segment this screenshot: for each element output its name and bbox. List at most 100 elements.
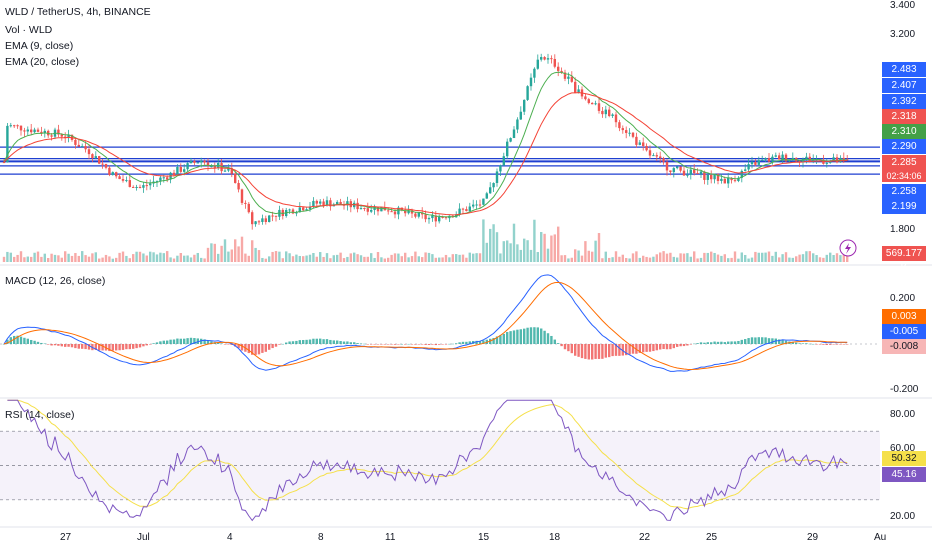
volume-bar — [118, 252, 121, 262]
candle-body — [761, 159, 764, 161]
candle-body — [842, 157, 845, 160]
candle-body — [373, 206, 376, 210]
volume-bar — [648, 257, 652, 262]
macd-hist-bar — [162, 340, 165, 344]
volume-bar — [342, 258, 346, 262]
volume-bar — [846, 252, 849, 262]
candle-body — [655, 155, 658, 157]
candle-body — [329, 200, 332, 207]
volume-bar — [397, 253, 400, 262]
macd-hist-bar — [812, 343, 815, 345]
volume-bar — [502, 241, 505, 262]
volume-bar — [13, 256, 16, 262]
candle-body — [747, 164, 750, 170]
volume-bar — [458, 254, 461, 262]
macd-hist-bar — [210, 341, 213, 344]
macd-hist-bar — [771, 338, 774, 344]
volume-bar — [754, 251, 757, 262]
volume-bar — [240, 236, 244, 262]
candle-body — [179, 166, 182, 172]
volume-bar — [189, 257, 193, 262]
volume-bar — [183, 255, 186, 262]
macd-hist-bar — [421, 344, 424, 345]
candle-body — [659, 156, 662, 159]
volume-bar — [217, 253, 220, 262]
volume-bar — [237, 246, 240, 262]
volume-bar — [727, 258, 730, 262]
volume-bar — [618, 256, 621, 262]
volume-bar — [570, 257, 573, 262]
candle-body — [516, 119, 519, 130]
macd-hist-bar — [458, 342, 461, 344]
volume-bar — [791, 257, 794, 262]
volume-bar — [404, 252, 407, 262]
candle-body — [628, 132, 631, 134]
volume-bar — [339, 252, 342, 262]
macd-line — [3, 274, 848, 372]
volume-bar — [91, 253, 94, 262]
x-tick-25: 25 — [706, 532, 718, 543]
macd-hist-bar — [570, 344, 573, 354]
candle-body — [560, 70, 563, 73]
macd-hist-bar — [784, 340, 788, 344]
macd-hist-bar — [383, 344, 386, 345]
volume-bar — [400, 256, 403, 262]
volume-bar — [431, 254, 434, 262]
candle-body — [196, 162, 199, 164]
macd-hist-bar — [308, 339, 312, 344]
volume-bar — [557, 226, 560, 262]
volume-bar — [519, 249, 522, 262]
macd-hist-bar — [686, 344, 689, 346]
volume-bar — [771, 255, 774, 262]
candle-body — [145, 185, 148, 187]
candle-body — [291, 209, 295, 214]
macd-hist-bar — [614, 344, 618, 356]
volume-bar — [499, 253, 502, 262]
volume-bar — [574, 249, 577, 262]
candle-body — [676, 166, 679, 169]
volume-bar — [60, 257, 63, 262]
candle-body — [529, 77, 533, 87]
candle-body — [587, 99, 590, 103]
x-tick-15: 15 — [478, 532, 490, 543]
macd-hist-bar — [832, 344, 835, 345]
macd-hist-bar — [665, 344, 669, 350]
candle-body — [771, 156, 774, 162]
candle-body — [543, 57, 546, 60]
macd-hist-bar — [400, 343, 403, 345]
macd-hist-bar — [247, 344, 250, 354]
macd-hist-bar — [135, 344, 138, 349]
candle-body — [366, 208, 369, 212]
rsi-ma-badge: 50.32 — [882, 451, 926, 466]
macd-hist-bar — [132, 344, 135, 349]
macd-hist-bar — [142, 344, 145, 347]
volume-bar — [2, 256, 6, 262]
ema20-line — [3, 92, 848, 216]
macd-hist-bar — [798, 343, 801, 344]
volume-bar — [356, 254, 359, 262]
volume-bar — [553, 234, 556, 262]
candle-body — [380, 207, 383, 212]
macd-hist-bar — [618, 344, 621, 356]
candle-body — [336, 201, 339, 205]
volume-bar — [210, 243, 213, 262]
candle-body — [679, 166, 682, 171]
volume-bar — [625, 258, 628, 262]
macd-hist-bar — [492, 337, 495, 344]
candle-body — [189, 161, 193, 164]
volume-bar — [577, 250, 580, 262]
candle-body — [404, 210, 407, 214]
volume-bar — [149, 251, 152, 262]
volume-bar — [628, 258, 631, 262]
candle-body — [424, 214, 427, 220]
volume-bar — [19, 251, 23, 262]
volume-bar — [169, 257, 172, 262]
volume-bar — [325, 253, 329, 262]
macd-hist-bar — [604, 344, 607, 358]
volume-bar — [512, 223, 516, 262]
volume-bar — [142, 253, 145, 262]
macd-hist-bar — [645, 344, 648, 352]
volume-bar — [332, 255, 335, 262]
